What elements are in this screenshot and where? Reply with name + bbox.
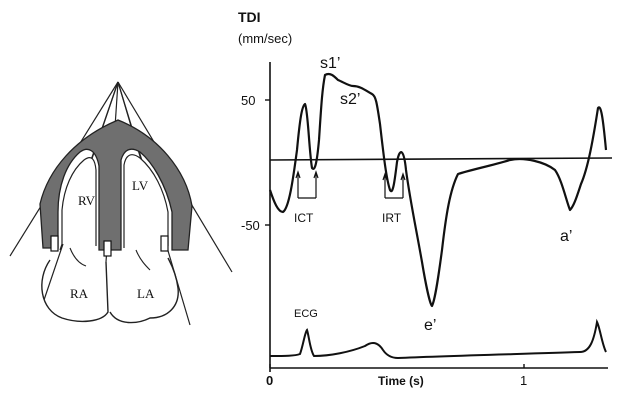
x-axis-label: Time (s) [378, 374, 424, 388]
myocardium-wall [39, 119, 193, 251]
sample-volume-septal [103, 240, 112, 257]
valve-leaflet-right [135, 249, 151, 271]
ict-bracket [295, 170, 319, 199]
left-ventricle-cavity [123, 154, 169, 248]
ict-label: ICT [294, 211, 314, 225]
right-ventricle-cavity [61, 157, 97, 246]
y-tick-50: 50 [241, 93, 255, 108]
right-atrium-outline [41, 259, 109, 323]
ecg-label: ECG [294, 308, 318, 320]
sample-volume-left [50, 235, 59, 252]
plot-title: TDI [238, 9, 261, 25]
chamber-label-rv: RV [78, 193, 96, 208]
heart-schematic: RV LV RA LA [9, 81, 233, 326]
plot-unit: (mm/sec) [238, 31, 292, 46]
chamber-label-la: LA [137, 286, 155, 301]
left-atrium-outline [109, 257, 179, 324]
wave-label-a: a’ [560, 228, 572, 245]
wave-label-s1: s1’ [320, 55, 340, 72]
wave-label-e: e’ [424, 317, 436, 334]
chamber-label-lv: LV [132, 178, 149, 193]
ecg-trace [269, 318, 607, 360]
tdi-velocity-trace [268, 72, 608, 308]
x-tick-1: 1 [520, 373, 527, 388]
tdi-plot: TDI (mm/sec) 50 -50 ICT [238, 9, 613, 388]
irt-bracket [382, 172, 406, 199]
zero-baseline [269, 157, 613, 161]
wave-label-s2: s2’ [340, 91, 360, 108]
sample-volume-lateral [160, 235, 169, 252]
y-tick-neg50: -50 [241, 218, 260, 233]
x-tick-0: 0 [266, 373, 273, 388]
irt-label: IRT [382, 211, 402, 225]
valve-leaflet-left [69, 247, 87, 267]
chamber-label-ra: RA [70, 286, 89, 301]
